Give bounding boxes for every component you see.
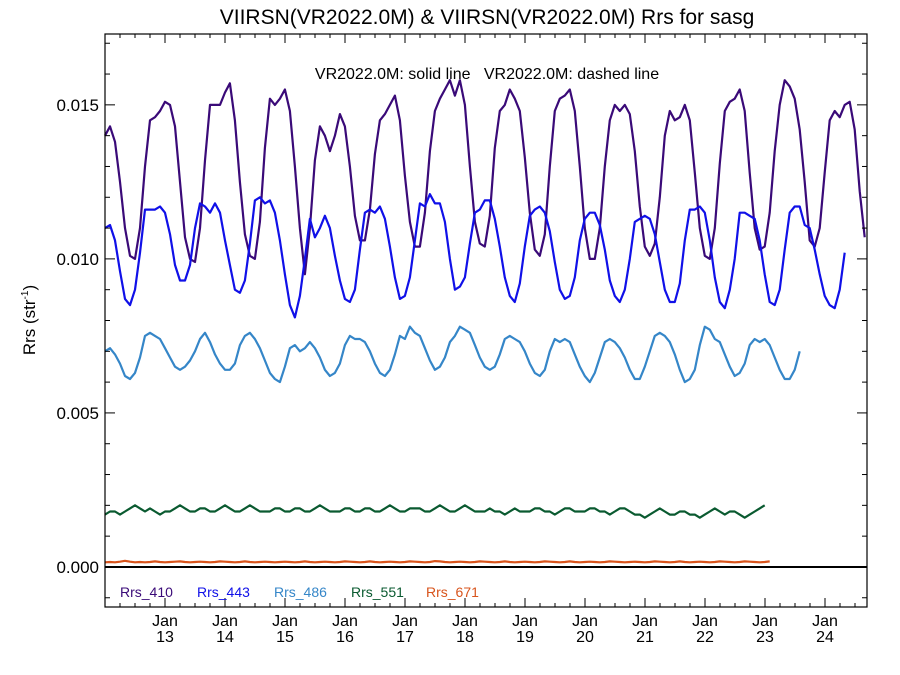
- y-tick-label: 0.005: [56, 404, 99, 423]
- x-tick-label-month: Jan: [812, 613, 838, 630]
- y-axis-label-close: ): [20, 285, 39, 291]
- series-line-rrs_410: [104, 79, 866, 276]
- series-line-rrs_671: [104, 559, 770, 564]
- x-tick-label-year: 18: [456, 629, 474, 646]
- y-axis-label-main: Rrs (str: [20, 299, 39, 355]
- x-tick-label-year: 19: [516, 629, 534, 646]
- x-tick-label-year: 15: [276, 629, 294, 646]
- y-tick-label: 0.015: [56, 96, 99, 115]
- x-tick-label-month: Jan: [692, 613, 718, 630]
- x-tick-label-month: Jan: [392, 613, 418, 630]
- legend-item-rrs_486: Rrs_486: [274, 584, 327, 600]
- series-line-rrs_486: [104, 325, 801, 384]
- x-tick-label-year: 13: [156, 629, 174, 646]
- x-tick-label-month: Jan: [332, 613, 358, 630]
- y-tick-label: 0.000: [56, 558, 99, 577]
- y-axis-label: Rrs (str-1): [20, 285, 39, 355]
- y-axis: 0.000 0.005 0.010 0.015: [56, 42, 867, 599]
- series-line-rrs_443: [104, 193, 846, 319]
- x-axis: Jan13Jan14Jan15Jan16Jan17Jan18Jan19Jan20…: [119, 34, 856, 646]
- x-tick-label-month: Jan: [452, 613, 478, 630]
- x-tick-label-month: Jan: [272, 613, 298, 630]
- x-tick-label-month: Jan: [632, 613, 658, 630]
- legend-item-rrs_443: Rrs_443: [197, 584, 250, 600]
- y-tick-label: 0.010: [56, 250, 99, 269]
- x-tick-label-year: 22: [696, 629, 714, 646]
- legend-item-rrs_671: Rrs_671: [426, 584, 479, 600]
- x-tick-label-month: Jan: [752, 613, 778, 630]
- x-tick-label-year: 16: [336, 629, 354, 646]
- x-tick-label-month: Jan: [572, 613, 598, 630]
- legend-item-rrs_410: Rrs_410: [120, 584, 173, 600]
- chart-title: VIIRSN(VR2022.0M) & VIIRSN(VR2022.0M) Rr…: [220, 6, 755, 29]
- chart-subtitle: VR2022.0M: solid line VR2022.0M: dashed …: [315, 66, 659, 83]
- x-tick-label-year: 20: [576, 629, 594, 646]
- x-tick-label-year: 14: [216, 629, 234, 646]
- y-axis-label-sup: -1: [20, 290, 31, 299]
- x-tick-label-year: 21: [636, 629, 654, 646]
- legend: Rrs_410 Rrs_443 Rrs_486 Rrs_551 Rrs_671: [120, 584, 479, 600]
- x-tick-label-month: Jan: [152, 613, 178, 630]
- x-tick-label-month: Jan: [212, 613, 238, 630]
- x-tick-label-year: 17: [396, 629, 414, 646]
- x-tick-label-year: 23: [756, 629, 774, 646]
- series-layer: [104, 79, 866, 564]
- plot-frame: [104, 33, 868, 608]
- series-line-rrs_551: [104, 504, 766, 519]
- x-tick-label-year: 24: [816, 629, 834, 646]
- legend-item-rrs_551: Rrs_551: [351, 584, 404, 600]
- x-tick-label-month: Jan: [512, 613, 538, 630]
